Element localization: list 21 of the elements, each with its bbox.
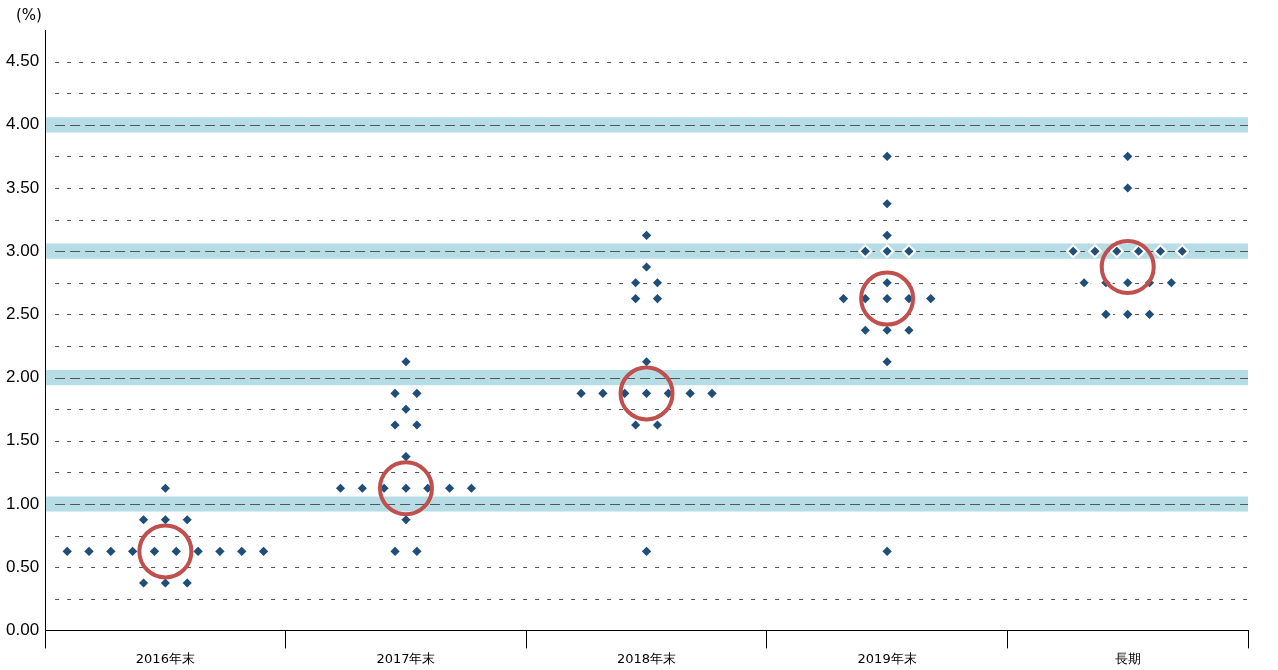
point — [137, 523, 194, 580]
x-tick-label: 2017年末 — [376, 650, 436, 666]
y-tick-label: 3.50 — [5, 177, 40, 197]
point — [377, 460, 434, 517]
x-tick-label: 2016年末 — [135, 650, 195, 666]
point — [618, 365, 675, 422]
x-tick-label: 2019年末 — [857, 650, 917, 666]
y-tick-label: 2.00 — [5, 367, 40, 387]
y-tick-label: 4.00 — [5, 114, 40, 134]
point — [1099, 239, 1156, 295]
y-tick-label: 1.00 — [5, 493, 40, 513]
y-tick-label: 4.50 — [5, 51, 40, 71]
y-tick-label: 3.00 — [5, 240, 40, 260]
x-tick-label: 2018年末 — [617, 650, 677, 666]
y-axis-title: (%) — [16, 5, 42, 24]
y-tick-label: 0.50 — [5, 556, 40, 576]
point — [859, 270, 916, 327]
x-tick-label: 長期 — [1114, 650, 1141, 666]
y-tick-label: 2.50 — [5, 304, 40, 324]
y-tick-label: 1.50 — [5, 430, 40, 450]
y-tick-label: 0.00 — [5, 620, 40, 640]
